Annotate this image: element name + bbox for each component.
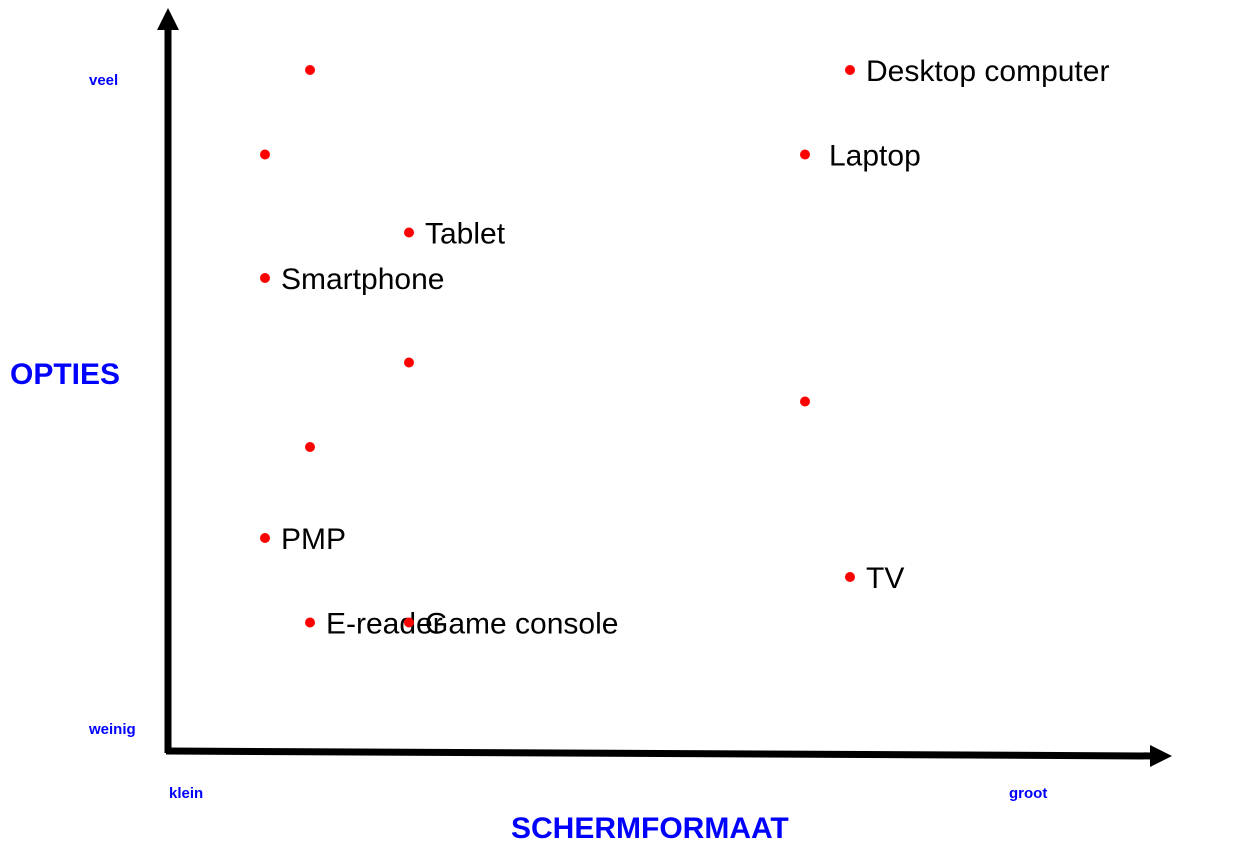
data-point-label: Smartphone [281,263,444,296]
x-min-label: klein [169,785,203,802]
y-max-label: veel [89,72,118,89]
data-point-label: PMP [281,523,346,556]
data-point [305,442,315,452]
data-point [305,617,315,628]
data-points: Desktop computer Laptop Tablet Smartphone PM… [260,55,1109,641]
x-axis-arrow-icon [1150,745,1172,767]
y-axis-arrow-icon [157,8,179,30]
data-point [260,149,270,160]
data-point-label: Game console [425,608,618,641]
data-point [404,227,414,238]
data-point [800,149,810,160]
axes [157,8,1172,767]
data-point [845,65,855,75]
data-point [260,273,270,283]
data-point [404,617,414,628]
x-max-label: groot [1009,785,1047,802]
y-min-label: weinig [88,721,136,738]
data-point-label: Desktop computer [866,55,1109,88]
data-point [305,65,315,75]
data-point-label: Laptop [829,140,921,173]
data-point [800,396,810,407]
y-axis-title: OPTIES [10,358,120,391]
data-point [260,533,270,543]
data-point [404,357,414,368]
data-point-label: E-reader [326,608,443,641]
x-axis-title: SCHERMFORMAAT [511,812,789,845]
data-point-label: Tablet [425,218,506,251]
data-point-label: TV [866,562,904,595]
x-axis-line [165,747,1157,760]
data-point [845,572,855,582]
